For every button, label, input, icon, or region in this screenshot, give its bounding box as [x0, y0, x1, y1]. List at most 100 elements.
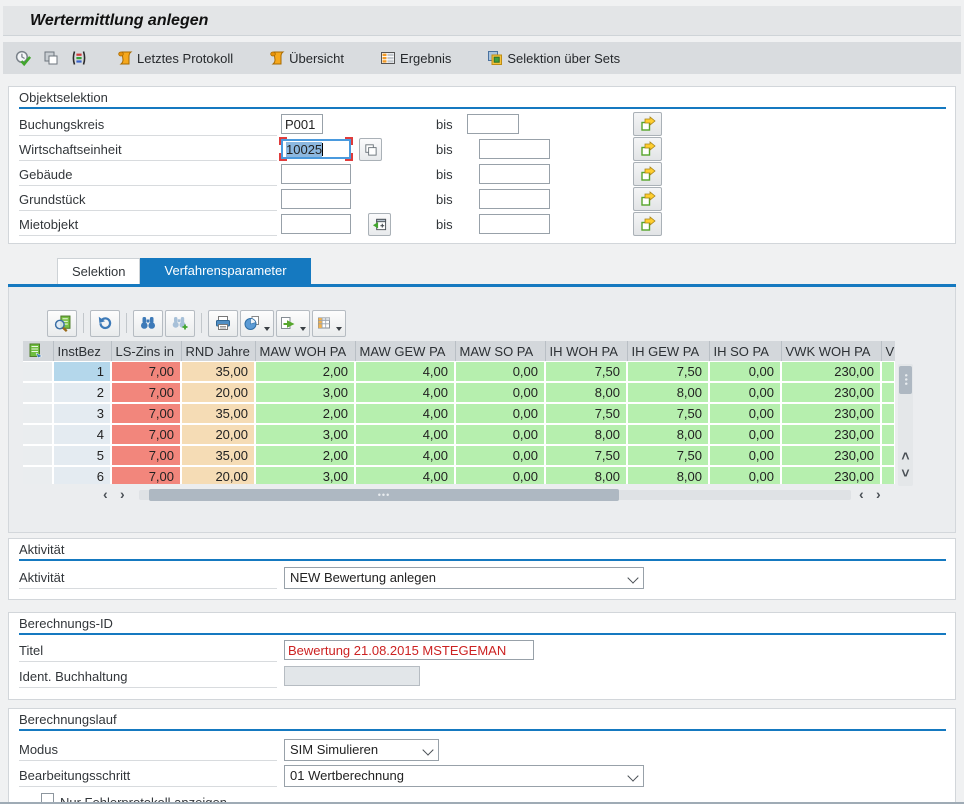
grid-cell[interactable]: 7,50 — [545, 403, 627, 424]
multiple-selection-button[interactable] — [633, 187, 662, 211]
execute-button[interactable] — [11, 45, 35, 71]
grid-cell[interactable]: 3,00 — [255, 466, 355, 484]
grid-cell[interactable]: 2,00 — [255, 362, 355, 383]
grid-cell[interactable]: 35,00 — [181, 445, 255, 466]
bearbeitungsschritt-dropdown[interactable]: 01 Wertberechnung — [284, 765, 644, 787]
grid-cell[interactable]: 7,00 — [111, 403, 181, 424]
column-header[interactable]: InstBez — [53, 341, 111, 362]
column-header[interactable]: IH WOH PA — [545, 341, 627, 362]
ergebnis-button[interactable]: Ergebnis — [372, 45, 459, 71]
column-header[interactable]: MAW GEW PA — [355, 341, 455, 362]
grid-cell[interactable]: 35,00 — [181, 403, 255, 424]
select-all-header[interactable] — [23, 341, 53, 362]
grid-cell[interactable]: 8,00 — [627, 424, 709, 445]
grid-cell[interactable]: 8,00 — [545, 382, 627, 403]
grid-cell[interactable]: 0,00 — [455, 382, 545, 403]
scroll-left-icon[interactable]: ‹ — [103, 488, 108, 500]
grid-cell[interactable]: 8,00 — [627, 382, 709, 403]
grid-cell-clipped[interactable] — [881, 466, 895, 484]
grid-cell[interactable]: 0,00 — [709, 403, 781, 424]
find-next-button[interactable] — [165, 310, 195, 337]
grid-cell[interactable]: 7,00 — [111, 382, 181, 403]
multiple-selection-button[interactable] — [633, 212, 662, 236]
grid-cell[interactable]: 7,50 — [627, 403, 709, 424]
grid-cell[interactable]: 2,00 — [255, 403, 355, 424]
selektion-ueber-sets-button[interactable]: Selektion über Sets — [479, 45, 628, 71]
choose-layout-button[interactable] — [312, 310, 346, 337]
grid-cell[interactable]: 4,00 — [355, 424, 455, 445]
aktivitaet-dropdown[interactable]: NEW Bewertung anlegen — [284, 567, 644, 589]
grid-cell-clipped[interactable] — [881, 362, 895, 383]
column-header[interactable]: V — [881, 341, 895, 362]
grid-cell[interactable]: 0,00 — [709, 424, 781, 445]
scroll-right-icon[interactable]: › — [876, 488, 881, 500]
tab-selektion[interactable]: Selektion — [57, 258, 140, 284]
row-selector-cell[interactable] — [23, 403, 53, 424]
grid-cell[interactable]: 20,00 — [181, 382, 255, 403]
mietobjekt-bis-input[interactable] — [479, 214, 550, 234]
grid-cell[interactable]: 20,00 — [181, 424, 255, 445]
buchungskreis-input[interactable]: P001 — [281, 114, 323, 134]
grid-cell[interactable]: 35,00 — [181, 362, 255, 383]
grid-cell[interactable]: 0,00 — [709, 445, 781, 466]
buchungskreis-bis-input[interactable] — [467, 114, 519, 134]
grid-cell[interactable]: 7,00 — [111, 362, 181, 383]
grid-cell[interactable]: 0,00 — [455, 424, 545, 445]
column-header[interactable]: LS-Zins in — [111, 341, 181, 362]
column-header[interactable]: RND Jahre — [181, 341, 255, 362]
grid-cell-clipped[interactable] — [881, 445, 895, 466]
vertical-scrollbar-thumb[interactable]: ••• — [899, 366, 912, 394]
grid-cell[interactable]: 4,00 — [355, 445, 455, 466]
scroll-right-icon[interactable]: › — [120, 488, 125, 500]
wirtschaftseinheit-input[interactable]: 10025 — [281, 139, 351, 159]
grid-cell[interactable]: 4,00 — [355, 403, 455, 424]
grid-cell[interactable]: 230,00 — [781, 362, 881, 383]
row-selector-cell[interactable] — [23, 445, 53, 466]
views-button[interactable] — [240, 310, 274, 337]
grid-cell[interactable]: 230,00 — [781, 424, 881, 445]
grid-cell[interactable]: 3,00 — [255, 424, 355, 445]
scroll-left-icon[interactable]: ‹ — [859, 488, 864, 500]
row-number-cell[interactable]: 4 — [53, 424, 111, 445]
print-button[interactable] — [208, 310, 238, 337]
wirtschaftseinheit-bis-input[interactable] — [479, 139, 550, 159]
column-header[interactable]: IH GEW PA — [627, 341, 709, 362]
get-variant-button[interactable] — [39, 45, 63, 71]
grid-cell[interactable]: 0,00 — [455, 362, 545, 383]
grid-cell[interactable]: 0,00 — [455, 445, 545, 466]
grid-cell[interactable]: 7,00 — [111, 424, 181, 445]
gebaeude-bis-input[interactable] — [479, 164, 550, 184]
multiple-selection-button[interactable] — [633, 112, 662, 136]
column-header[interactable]: IH SO PA — [709, 341, 781, 362]
grid-cell[interactable]: 8,00 — [545, 466, 627, 484]
grid-cell[interactable]: 4,00 — [355, 466, 455, 484]
grid-cell[interactable]: 4,00 — [355, 362, 455, 383]
find-button[interactable] — [133, 310, 163, 337]
mietobjekt-input[interactable] — [281, 214, 351, 234]
grid-cell[interactable]: 4,00 — [355, 382, 455, 403]
details-button[interactable] — [47, 310, 77, 337]
gebaeude-input[interactable] — [281, 164, 351, 184]
horizontal-scrollbar[interactable]: ‹ › ••• ‹ › — [23, 487, 895, 503]
grid-cell-clipped[interactable] — [881, 424, 895, 445]
grid-cell[interactable]: 0,00 — [455, 466, 545, 484]
undo-button[interactable] — [90, 310, 120, 337]
grid-cell[interactable]: 230,00 — [781, 403, 881, 424]
modus-dropdown[interactable]: SIM Simulieren — [284, 739, 439, 761]
row-number-cell[interactable]: 3 — [53, 403, 111, 424]
grid-cell[interactable]: 2,00 — [255, 445, 355, 466]
grid-cell[interactable]: 7,50 — [545, 445, 627, 466]
column-header[interactable]: MAW SO PA — [455, 341, 545, 362]
grid-cell[interactable]: 7,00 — [111, 445, 181, 466]
row-number-cell[interactable]: 6 — [53, 466, 111, 484]
matchcode-button[interactable] — [359, 138, 382, 161]
row-number-cell[interactable]: 5 — [53, 445, 111, 466]
row-number-cell[interactable]: 1 — [53, 362, 111, 383]
grid-cell[interactable]: 8,00 — [545, 424, 627, 445]
multiple-selection-button[interactable] — [633, 137, 662, 161]
tab-verfahrensparameter[interactable]: Verfahrensparameter — [140, 258, 310, 284]
grid-cell[interactable]: 8,00 — [627, 466, 709, 484]
row-selector-cell[interactable] — [23, 382, 53, 403]
row-selector-cell[interactable] — [23, 424, 53, 445]
scroll-up-icon[interactable]: ˄ — [900, 450, 911, 462]
